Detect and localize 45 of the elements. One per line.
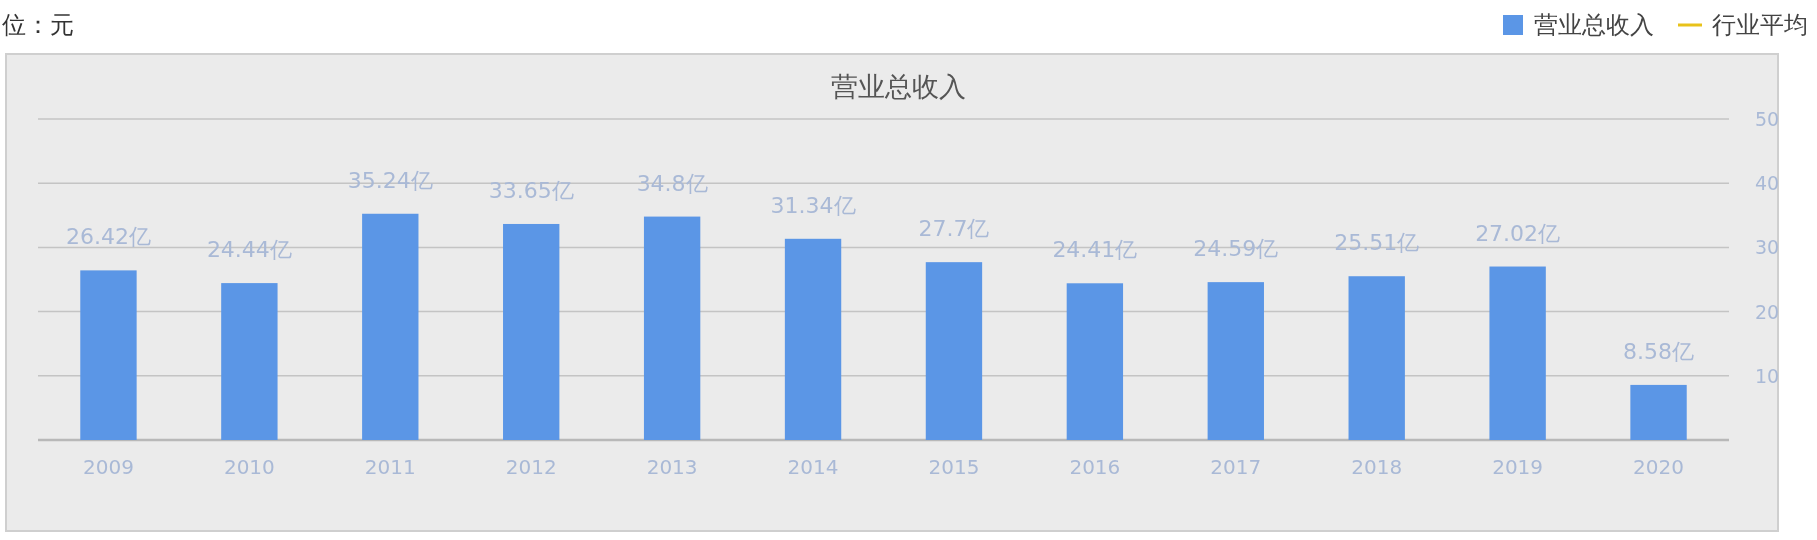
bar: [1066, 283, 1124, 440]
bar: [221, 283, 278, 440]
x-tick-label: 2019: [1492, 455, 1544, 479]
data-label: 24.59亿: [1193, 236, 1279, 262]
bar: [80, 270, 137, 440]
bar: [1207, 282, 1264, 440]
x-tick-label: 2010: [223, 455, 275, 479]
bar: [643, 216, 701, 440]
bar: [1630, 384, 1687, 440]
bar: [362, 213, 419, 440]
x-tick-label: 2020: [1633, 455, 1684, 479]
x-tick-label: 2016: [1069, 455, 1121, 479]
x-tick-label: 2014: [787, 455, 839, 479]
x-tick-label: 2015: [928, 455, 980, 479]
bar: [784, 238, 842, 440]
data-label: 34.8亿: [636, 170, 708, 196]
y-tick-label: 30: [1754, 236, 1780, 259]
legend-label: 营业总收入: [1534, 11, 1654, 39]
y-tick-label: 10: [1754, 364, 1780, 387]
bar: [1348, 276, 1405, 440]
x-tick-label: 2018: [1351, 455, 1403, 479]
bar: [503, 223, 560, 440]
x-tick-label: 2013: [646, 455, 698, 479]
y-tick-label: 40: [1754, 172, 1780, 195]
bar: [925, 262, 983, 440]
data-label: 31.34亿: [770, 192, 856, 218]
chart-title: 营业总收入: [830, 71, 966, 102]
data-label: 8.58亿: [1623, 338, 1695, 364]
data-label: 27.02亿: [1475, 220, 1561, 246]
x-tick-label: 2009: [83, 455, 134, 479]
x-tick-label: 2017: [1210, 455, 1262, 479]
data-label: 33.65亿: [488, 177, 574, 203]
data-label: 35.24亿: [347, 167, 433, 193]
bar: [1489, 266, 1546, 440]
data-label: 25.51亿: [1334, 230, 1420, 256]
x-tick-label: 2011: [364, 455, 416, 479]
text: 位：元: [2, 11, 74, 39]
x-tick-label: 2012: [505, 455, 557, 479]
y-tick-label: 50: [1754, 108, 1780, 130]
y-tick-label: 20: [1754, 300, 1780, 323]
data-label: 26.42亿: [65, 224, 151, 250]
legend-label: 行业平均: [1712, 11, 1808, 39]
data-label: 27.7亿: [918, 216, 990, 242]
data-label: 24.44亿: [206, 237, 292, 263]
data-label: 24.41亿: [1052, 237, 1138, 263]
